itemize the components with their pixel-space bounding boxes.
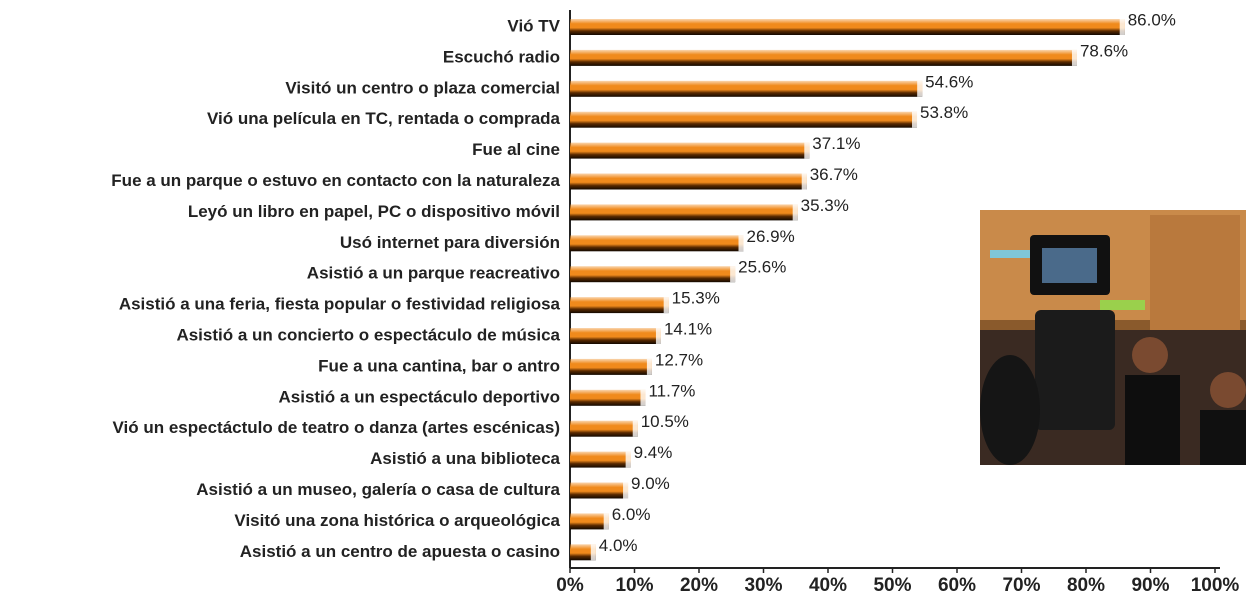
- x-tick-label: 70%: [1002, 575, 1040, 596]
- bar: [570, 358, 652, 375]
- value-label: 9.0%: [631, 474, 670, 493]
- bar: [570, 142, 810, 159]
- bar-highlight: [804, 142, 810, 159]
- category-label: Asistió a una biblioteca: [370, 449, 560, 468]
- category-label: Fue a un parque o estuvo en contacto con…: [111, 171, 560, 190]
- category-label: Asistió a un museo, galería o casa de cu…: [196, 480, 560, 499]
- bar-highlight: [590, 544, 596, 561]
- bar: [570, 297, 669, 314]
- bar: [570, 204, 798, 221]
- photo-shelf: [990, 250, 1030, 258]
- x-tick-label: 100%: [1191, 575, 1240, 596]
- value-label: 78.6%: [1080, 41, 1128, 60]
- bar: [570, 482, 629, 499]
- value-label: 53.8%: [920, 103, 968, 122]
- bar: [570, 19, 1125, 35]
- value-label: 14.1%: [664, 319, 712, 338]
- bar: [570, 513, 609, 530]
- bar-highlight: [912, 111, 918, 128]
- x-tick-label: 60%: [938, 575, 976, 596]
- category-label: Vió un espectáctulo de teatro o danza (a…: [112, 418, 560, 437]
- photo-camera: [1035, 310, 1115, 430]
- value-label: 35.3%: [801, 196, 849, 215]
- value-label: 4.0%: [599, 536, 638, 555]
- bar-highlight: [623, 482, 629, 499]
- category-label: Asistió a un concierto o espectáculo de …: [176, 325, 560, 344]
- category-label: Leyó un libro en papel, PC o dispositivo…: [188, 202, 560, 221]
- value-label: 26.9%: [747, 227, 795, 246]
- bar-highlight: [625, 451, 631, 468]
- x-tick-label: 90%: [1131, 575, 1169, 596]
- value-label: 11.7%: [648, 381, 695, 400]
- photo: [980, 210, 1246, 465]
- bar: [570, 451, 631, 468]
- value-label: 15.3%: [672, 289, 720, 308]
- bar: [570, 420, 638, 437]
- bar-highlight: [655, 328, 661, 344]
- bar-highlight: [632, 420, 638, 437]
- value-label: 37.1%: [812, 134, 860, 153]
- bar: [570, 389, 646, 406]
- value-label: 6.0%: [612, 505, 651, 524]
- photo-person: [1125, 375, 1180, 465]
- photo-shelf: [1100, 300, 1145, 310]
- photo-person: [1210, 372, 1246, 408]
- bar-highlight: [1119, 19, 1125, 35]
- bar: [570, 173, 807, 190]
- x-tick-label: 80%: [1067, 575, 1105, 596]
- photo-person: [980, 355, 1040, 465]
- value-label: 10.5%: [641, 412, 689, 431]
- photo-person: [1200, 410, 1246, 465]
- value-label: 12.7%: [655, 350, 703, 369]
- category-label: Asistió a un espectáculo deportivo: [278, 387, 560, 406]
- bar-highlight: [917, 80, 923, 97]
- x-tick-label: 10%: [615, 575, 653, 596]
- category-label: Vió una película en TC, rentada o compra…: [207, 109, 561, 128]
- bar: [570, 80, 923, 97]
- bar: [570, 49, 1077, 66]
- x-tick-label: 0%: [556, 575, 584, 596]
- bar-highlight: [738, 235, 744, 252]
- bar: [570, 235, 744, 252]
- value-label: 36.7%: [810, 165, 858, 184]
- bar-highlight: [646, 358, 652, 375]
- category-label: Vió TV: [507, 16, 560, 35]
- bar-highlight: [801, 173, 807, 190]
- bar: [570, 111, 918, 128]
- x-tick-label: 40%: [809, 575, 847, 596]
- bar: [570, 266, 736, 283]
- value-label: 54.6%: [925, 72, 973, 91]
- category-label: Usó internet para diversión: [340, 233, 560, 252]
- category-label: Asistió a un centro de apuesta o casino: [240, 542, 560, 561]
- category-label: Visitó una zona histórica o arqueológica: [234, 511, 560, 530]
- value-label: 9.4%: [634, 443, 673, 462]
- category-label: Fue al cine: [472, 140, 560, 159]
- category-label: Asistió a una feria, fiesta popular o fe…: [119, 295, 561, 314]
- bar-highlight: [603, 513, 609, 530]
- bar: [570, 328, 661, 344]
- value-label: 25.6%: [738, 258, 786, 277]
- bar-highlight: [640, 389, 646, 406]
- bar-highlight: [792, 204, 798, 221]
- x-tick-label: 20%: [680, 575, 718, 596]
- photo-panel: [1150, 215, 1240, 345]
- category-label: Asistió a un parque reacreativo: [307, 264, 560, 283]
- photo-person: [1132, 337, 1168, 373]
- bar: [570, 544, 596, 561]
- category-label: Fue a una cantina, bar o antro: [318, 356, 560, 375]
- category-label: Visitó un centro o plaza comercial: [285, 78, 560, 97]
- bar-highlight: [730, 266, 736, 283]
- x-tick-label: 50%: [873, 575, 911, 596]
- x-tick-label: 30%: [744, 575, 782, 596]
- category-label: Escuchó radio: [443, 47, 560, 66]
- photo-screen: [1042, 248, 1097, 283]
- bar-highlight: [663, 297, 669, 314]
- bar-highlight: [1071, 49, 1077, 66]
- value-label: 86.0%: [1128, 10, 1176, 29]
